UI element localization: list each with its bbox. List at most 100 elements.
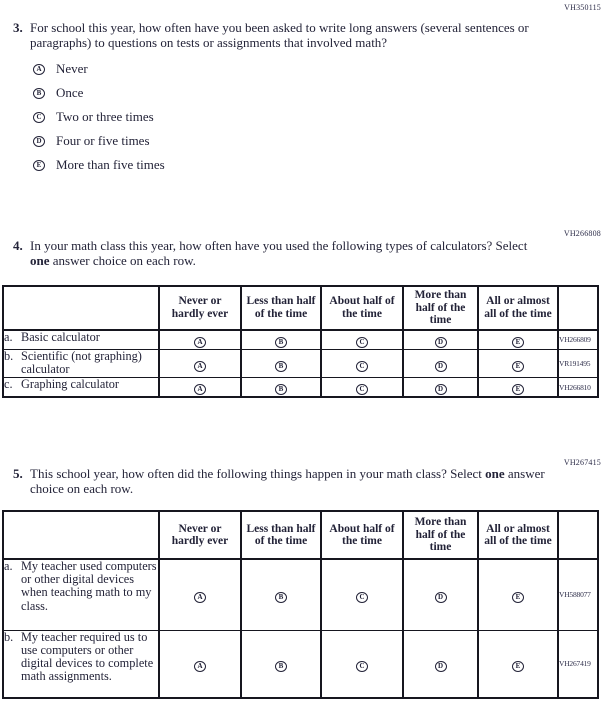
- radio-bubble-a[interactable]: A: [33, 63, 45, 75]
- answer-bubble-c[interactable]: C: [356, 360, 368, 372]
- radio-bubble-c[interactable]: C: [33, 111, 45, 123]
- column-header-about-half: About half of the time: [320, 510, 404, 560]
- empty-header-cell: [2, 285, 160, 331]
- answer-cell[interactable]: C: [320, 349, 404, 378]
- row-label-cell: a. My teacher used computers or other dig…: [2, 558, 160, 631]
- answer-bubble-b[interactable]: B: [275, 591, 287, 603]
- answer-bubble-c[interactable]: C: [356, 336, 368, 348]
- q5-row-teacher-used-devices: a. My teacher used computers or other dig…: [2, 558, 599, 631]
- option-label: Once: [56, 85, 84, 100]
- answer-cell[interactable]: D: [402, 629, 479, 699]
- code-column-header: [557, 510, 599, 560]
- row-label-cell: b. My teacher required us to use computer…: [2, 629, 160, 699]
- answer-bubble-e[interactable]: E: [512, 336, 524, 348]
- question-4-text: In your math class this year, how often …: [30, 238, 528, 268]
- answer-bubble-d[interactable]: D: [434, 384, 447, 395]
- answer-bubble-b[interactable]: B: [275, 360, 287, 372]
- q5-header-row: Never or hardly ever Less than half of t…: [2, 510, 599, 560]
- column-header-less-than-half: Less than half of the time: [240, 510, 322, 560]
- answer-cell[interactable]: E: [477, 377, 559, 398]
- answer-bubble-e[interactable]: E: [512, 591, 524, 603]
- answer-bubble-b[interactable]: B: [275, 384, 287, 395]
- q4-answer-table: Never or hardly ever Less than half of t…: [2, 285, 599, 398]
- answer-bubble-d[interactable]: D: [434, 336, 447, 348]
- answer-cell[interactable]: A: [158, 629, 242, 699]
- q4-row-graphing-calculator: c. Graphing calculator A B C D E VH266810: [2, 377, 599, 398]
- answer-cell[interactable]: E: [477, 349, 559, 378]
- q4-row-scientific-calculator: b. Scientific (not graphing) calculator A…: [2, 349, 599, 378]
- option-label: More than five times: [56, 157, 165, 172]
- answer-cell[interactable]: B: [240, 377, 322, 398]
- radio-bubble-e[interactable]: E: [33, 159, 45, 171]
- answer-bubble-a[interactable]: A: [194, 360, 206, 372]
- answer-bubble-d[interactable]: D: [434, 591, 447, 603]
- q3-option-more-than-five[interactable]: E More than five times: [33, 153, 165, 177]
- answer-bubble-a[interactable]: A: [194, 660, 206, 672]
- answer-bubble-c[interactable]: C: [356, 384, 368, 395]
- column-header-about-half: About half of the time: [320, 285, 404, 331]
- question-3: 3. For school this year, how often have …: [13, 20, 550, 50]
- answer-cell[interactable]: E: [477, 558, 559, 631]
- empty-header-cell: [2, 510, 160, 560]
- row-label-cell: c. Graphing calculator: [2, 377, 160, 398]
- question-4-number: 4.: [13, 238, 23, 253]
- column-header-never: Never or hardly ever: [158, 285, 242, 331]
- q3-option-two-or-three[interactable]: C Two or three times: [33, 105, 165, 129]
- row-code: VH266809: [557, 329, 599, 350]
- answer-cell[interactable]: B: [240, 629, 322, 699]
- answer-bubble-d[interactable]: D: [434, 360, 447, 372]
- answer-cell[interactable]: D: [402, 377, 479, 398]
- answer-bubble-c[interactable]: C: [356, 660, 368, 672]
- code-column-header: [557, 285, 599, 331]
- answer-cell[interactable]: A: [158, 558, 242, 631]
- answer-bubble-b[interactable]: B: [275, 660, 287, 672]
- answer-bubble-a[interactable]: A: [194, 591, 206, 603]
- question-3-number: 3.: [13, 20, 23, 35]
- radio-bubble-b[interactable]: B: [33, 87, 45, 99]
- column-header-never: Never or hardly ever: [158, 510, 242, 560]
- answer-cell[interactable]: E: [477, 629, 559, 699]
- question-3-text: For school this year, how often have you…: [30, 20, 529, 50]
- answer-cell[interactable]: A: [158, 329, 242, 350]
- answer-cell[interactable]: A: [158, 377, 242, 398]
- answer-cell[interactable]: C: [320, 329, 404, 350]
- answer-cell[interactable]: A: [158, 349, 242, 378]
- option-label: Never: [56, 61, 88, 76]
- answer-cell[interactable]: B: [240, 329, 322, 350]
- q5-answer-table: Never or hardly ever Less than half of t…: [2, 510, 599, 699]
- answer-cell[interactable]: B: [240, 558, 322, 631]
- answer-cell[interactable]: D: [402, 349, 479, 378]
- answer-cell[interactable]: D: [402, 558, 479, 631]
- q3-option-four-or-five[interactable]: D Four or five times: [33, 129, 165, 153]
- q5-row-teacher-required-devices: b. My teacher required us to use computer…: [2, 629, 599, 699]
- answer-cell[interactable]: B: [240, 349, 322, 378]
- row-code: VH267419: [557, 629, 599, 699]
- answer-bubble-a[interactable]: A: [194, 336, 206, 348]
- answer-bubble-d[interactable]: D: [434, 660, 447, 672]
- answer-cell[interactable]: D: [402, 329, 479, 350]
- answer-cell[interactable]: C: [320, 558, 404, 631]
- row-label-cell: a. Basic calculator: [2, 329, 160, 350]
- answer-bubble-e[interactable]: E: [512, 660, 524, 672]
- answer-bubble-e[interactable]: E: [512, 384, 524, 395]
- answer-bubble-e[interactable]: E: [512, 360, 524, 372]
- answer-cell[interactable]: C: [320, 377, 404, 398]
- row-label-cell: b. Scientific (not graphing) calculator: [2, 349, 160, 378]
- question-5-text: This school year, how often did the foll…: [30, 466, 545, 496]
- row-code: VH588077: [557, 558, 599, 631]
- answer-bubble-c[interactable]: C: [356, 591, 368, 603]
- answer-cell[interactable]: E: [477, 329, 559, 350]
- row-code: VH266810: [557, 377, 599, 398]
- answer-cell[interactable]: C: [320, 629, 404, 699]
- q3-option-never[interactable]: A Never: [33, 57, 165, 81]
- answer-bubble-b[interactable]: B: [275, 336, 287, 348]
- q3-option-once[interactable]: B Once: [33, 81, 165, 105]
- answer-bubble-a[interactable]: A: [194, 384, 206, 395]
- column-header-more-than-half: More than half of the time: [402, 285, 479, 331]
- item-code-q5: VH267415: [563, 458, 601, 467]
- radio-bubble-d[interactable]: D: [33, 135, 45, 147]
- option-label: Four or five times: [56, 133, 150, 148]
- q4-row-basic-calculator: a. Basic calculator A B C D E VH266809: [2, 329, 599, 350]
- question-5-number: 5.: [13, 466, 23, 481]
